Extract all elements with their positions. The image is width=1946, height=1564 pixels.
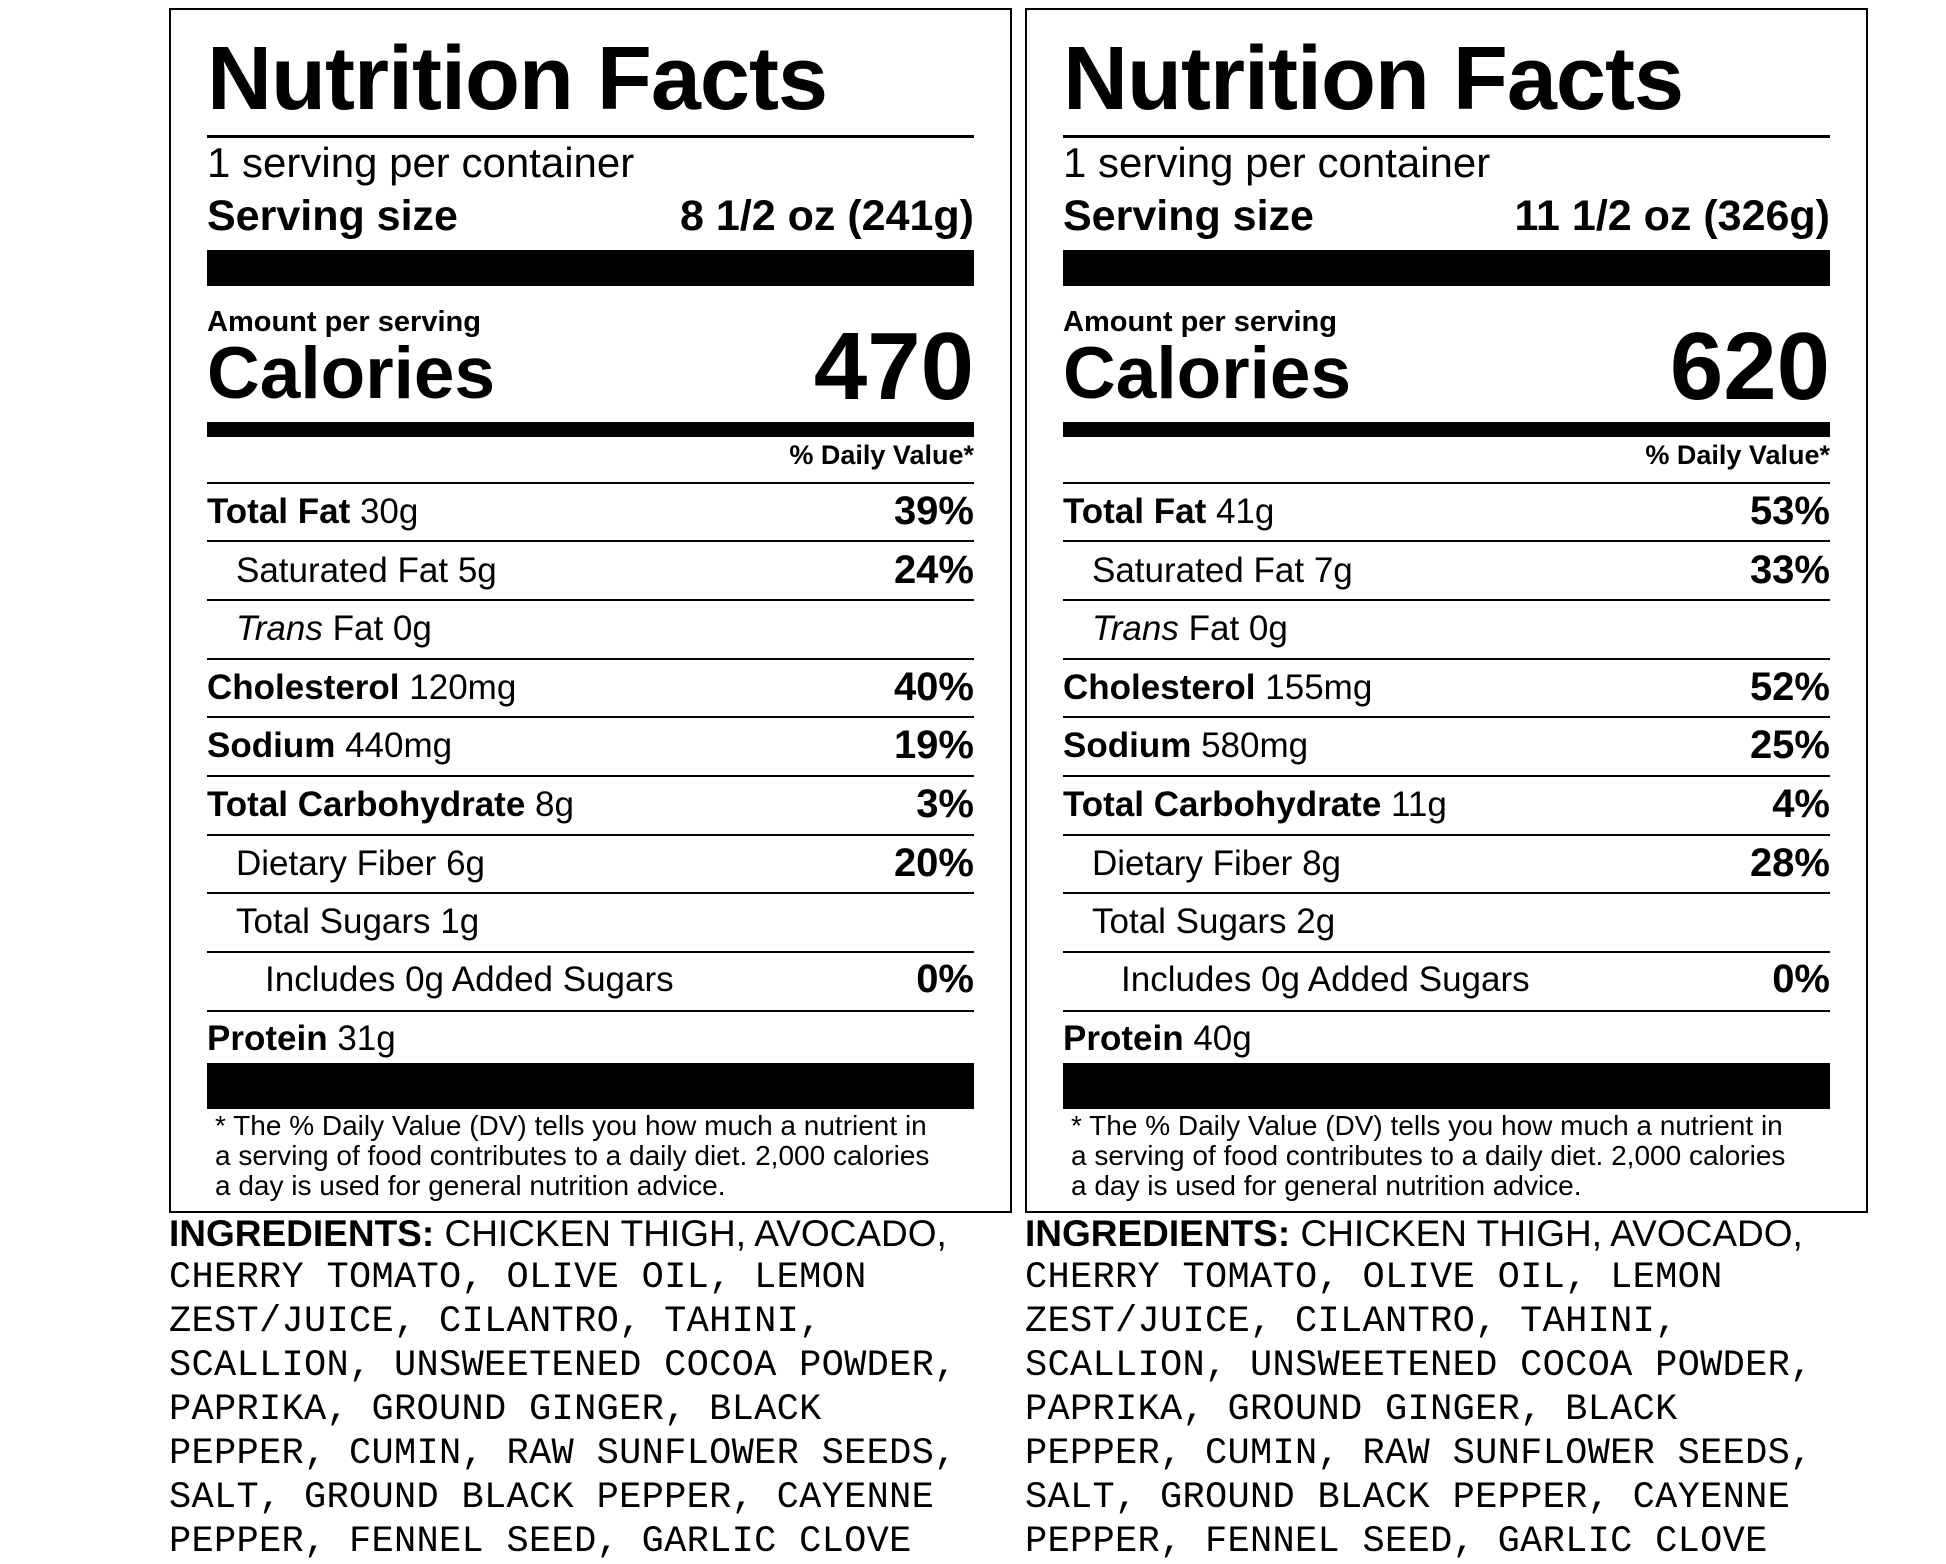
nutrition-facts-label: Nutrition Facts 1 serving per container … xyxy=(1025,8,1868,1213)
serving-size-row: Serving size 11 1/2 oz (326g) xyxy=(1063,188,1830,244)
nutrition-facts-label: Nutrition Facts 1 serving per container … xyxy=(169,8,1012,1213)
dv-cholesterol: 52% xyxy=(1749,665,1830,709)
dv-dietary-fiber: 28% xyxy=(1749,841,1830,885)
dv-added-sugars: 0% xyxy=(1772,957,1830,1001)
serving-size-value: 11 1/2 oz (326g) xyxy=(1514,192,1831,240)
divider xyxy=(207,599,974,601)
nutrient-row-total-fat: Total Fat 41g 53% xyxy=(1063,483,1830,541)
servings-per-container: 1 serving per container xyxy=(207,139,635,186)
dv-sodium: 19% xyxy=(893,723,974,767)
serving-size-label: Serving size xyxy=(207,192,458,240)
divider xyxy=(207,482,974,484)
dv-sodium: 25% xyxy=(1749,723,1830,767)
dv-dietary-fiber: 20% xyxy=(893,841,974,885)
calories-value: 620 xyxy=(1669,313,1830,420)
serving-size-row: Serving size 8 1/2 oz (241g) xyxy=(207,188,974,244)
nutrient-row-saturated-fat: Saturated Fat 5g 24% xyxy=(207,542,974,600)
amount-per-serving: Amount per serving xyxy=(1063,306,1337,338)
ingredients-list: INGREDIENTS: CHICKEN THIGH, AVOCADO, CHE… xyxy=(169,1213,957,1563)
nutrient-row-added-sugars: Includes 0g Added Sugars 0% xyxy=(207,951,974,1009)
nutrition-facts-title: Nutrition Facts xyxy=(1063,29,1684,129)
dv-total-carbohydrate: 3% xyxy=(916,782,974,826)
divider xyxy=(207,951,974,953)
calories-value: 470 xyxy=(813,313,974,420)
divider xyxy=(207,716,974,718)
nutrient-row-protein: Protein 31g xyxy=(207,1019,396,1058)
nutrient-row-sodium: Sodium 440mg 19% xyxy=(207,717,974,775)
dv-saturated-fat: 24% xyxy=(893,548,974,592)
nutrient-row-added-sugars: Includes 0g Added Sugars 0% xyxy=(1063,951,1830,1009)
daily-value-header: % Daily Value* xyxy=(789,440,974,470)
ingredients-heading: INGREDIENTS: xyxy=(169,1213,435,1254)
nutrient-row-cholesterol: Cholesterol 120mg 40% xyxy=(207,659,974,717)
medium-divider xyxy=(207,422,974,437)
serving-size-value: 8 1/2 oz (241g) xyxy=(680,192,974,240)
nutrient-row-cholesterol: Cholesterol 155mg 52% xyxy=(1063,659,1830,717)
divider xyxy=(1063,599,1830,601)
medium-divider xyxy=(1063,422,1830,437)
daily-value-header: % Daily Value* xyxy=(1645,440,1830,470)
dv-saturated-fat: 33% xyxy=(1749,548,1830,592)
divider xyxy=(1063,540,1830,542)
nutrient-row-sodium: Sodium 580mg 25% xyxy=(1063,717,1830,775)
divider xyxy=(1063,135,1830,138)
divider xyxy=(1063,658,1830,660)
nutrient-row-total-sugars: Total Sugars 2g xyxy=(1092,902,1336,941)
divider xyxy=(207,892,974,894)
calories-label: Calories xyxy=(207,333,496,414)
dv-total-fat: 39% xyxy=(893,489,974,533)
nutrient-row-protein: Protein 40g xyxy=(1063,1019,1252,1058)
thick-divider xyxy=(1063,250,1830,286)
dv-added-sugars: 0% xyxy=(916,957,974,1001)
thick-divider xyxy=(1063,1063,1830,1109)
daily-value-footnote: * The % Daily Value (DV) tells you how m… xyxy=(1071,1110,1786,1201)
nutrient-row-trans-fat: Trans Fat 0g xyxy=(236,609,432,648)
servings-per-container: 1 serving per container xyxy=(1063,139,1491,186)
divider xyxy=(1063,892,1830,894)
divider xyxy=(1063,716,1830,718)
nutrient-row-total-carbohydrate: Total Carbohydrate 11g 4% xyxy=(1063,776,1830,834)
nutrient-row-dietary-fiber: Dietary Fiber 8g 28% xyxy=(1063,835,1830,893)
nutrient-row-total-carbohydrate: Total Carbohydrate 8g 3% xyxy=(207,776,974,834)
divider xyxy=(207,658,974,660)
divider xyxy=(1063,482,1830,484)
nutrition-facts-title: Nutrition Facts xyxy=(207,29,828,129)
divider xyxy=(207,135,974,138)
nutrient-row-saturated-fat: Saturated Fat 7g 33% xyxy=(1063,542,1830,600)
divider xyxy=(207,834,974,836)
divider xyxy=(1063,775,1830,777)
nutrient-row-dietary-fiber: Dietary Fiber 6g 20% xyxy=(207,835,974,893)
dv-total-fat: 53% xyxy=(1749,489,1830,533)
nutrient-row-trans-fat: Trans Fat 0g xyxy=(1092,609,1288,648)
ingredients-list: INGREDIENTS: CHICKEN THIGH, AVOCADO, CHE… xyxy=(1025,1213,1813,1563)
divider xyxy=(1063,834,1830,836)
divider xyxy=(1063,1010,1830,1012)
serving-size-label: Serving size xyxy=(1063,192,1314,240)
divider xyxy=(1063,951,1830,953)
daily-value-footnote: * The % Daily Value (DV) tells you how m… xyxy=(215,1110,930,1201)
amount-per-serving: Amount per serving xyxy=(207,306,481,338)
divider xyxy=(207,1010,974,1012)
thick-divider xyxy=(207,250,974,286)
divider xyxy=(207,540,974,542)
divider xyxy=(207,775,974,777)
nutrient-row-total-fat: Total Fat 30g 39% xyxy=(207,483,974,541)
ingredients-heading: INGREDIENTS: xyxy=(1025,1213,1291,1254)
dv-total-carbohydrate: 4% xyxy=(1772,782,1830,826)
nutrient-row-total-sugars: Total Sugars 1g xyxy=(236,902,480,941)
thick-divider xyxy=(207,1063,974,1109)
calories-label: Calories xyxy=(1063,333,1352,414)
dv-cholesterol: 40% xyxy=(893,665,974,709)
